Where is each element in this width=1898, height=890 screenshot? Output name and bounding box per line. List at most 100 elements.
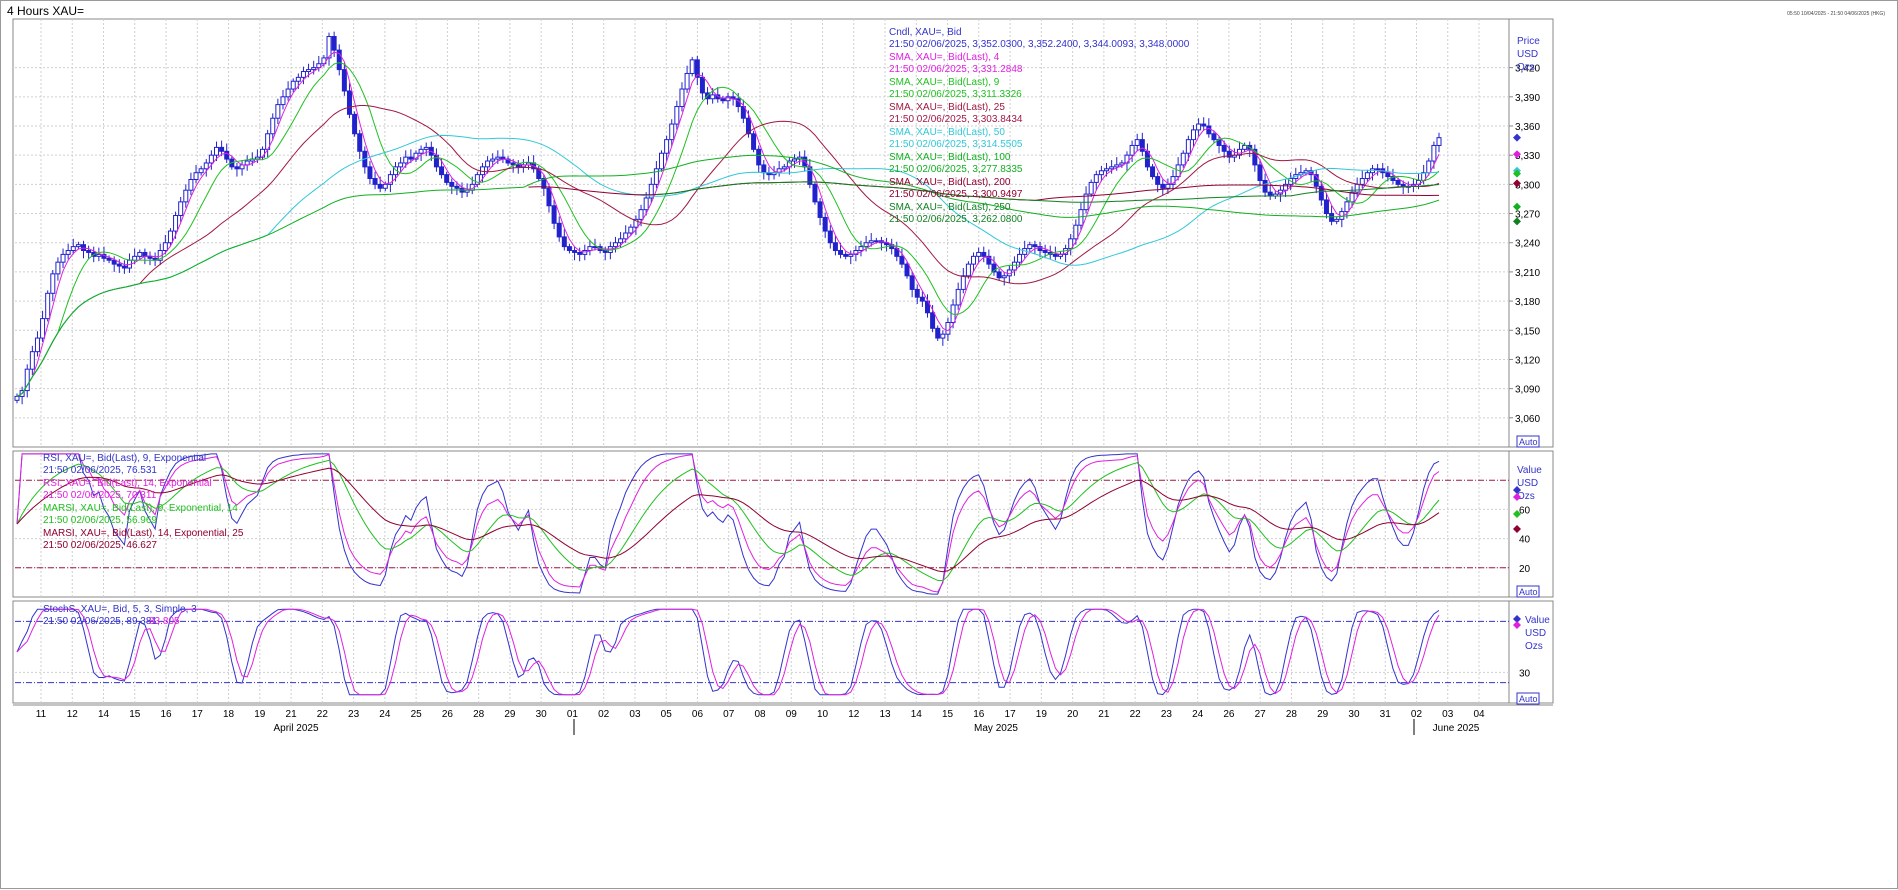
- x-tick-label: 10: [817, 709, 829, 720]
- candle-body: [1318, 185, 1324, 201]
- candle-body: [659, 152, 665, 170]
- stoch-y-tick-label: 30: [1519, 668, 1531, 679]
- candle-body: [132, 255, 138, 261]
- candle-body: [208, 154, 214, 164]
- legend-title: SMA, XAU=, Bid(Last), 100: [889, 152, 1011, 163]
- candle-body: [331, 36, 337, 51]
- candle-body: [710, 94, 716, 100]
- candle-body: [423, 146, 429, 150]
- rsi-marker: [1513, 493, 1521, 501]
- candle-body: [80, 244, 86, 252]
- x-tick-label: 17: [1005, 709, 1017, 720]
- candle-body: [1385, 172, 1391, 178]
- stoch-legend-value2: 83.805: [149, 616, 180, 627]
- price-axis-title: Ozs: [1517, 62, 1535, 73]
- sma-line-25: [16, 105, 1440, 397]
- x-tick-label: 19: [1036, 709, 1048, 720]
- x-tick-label: 16: [973, 709, 985, 720]
- candle-body: [1226, 150, 1232, 158]
- x-tick-label: 22: [1130, 709, 1142, 720]
- legend-value: 21:50 02/06/2025, 3,331.2848: [889, 64, 1023, 75]
- candle-body: [300, 71, 306, 78]
- candle-body: [756, 148, 762, 166]
- sma-line-4: [16, 51, 1440, 397]
- rsi-marker: [1513, 525, 1521, 533]
- stoch-legend-value: 21:50 02/06/2025, 89.381,: [43, 616, 160, 627]
- candle-body: [904, 263, 910, 277]
- candle-body: [745, 117, 751, 135]
- candle-body: [587, 246, 593, 252]
- candle-body: [1185, 139, 1191, 154]
- rsi-axis-title: Ozs: [1517, 491, 1535, 502]
- candle-body: [34, 337, 40, 353]
- x-tick-label: 04: [1473, 709, 1485, 720]
- stoch-marker: [1513, 621, 1521, 629]
- candle-body: [848, 253, 854, 257]
- rsi-legend-value: 21:50 02/06/2025, 70.311: [43, 490, 157, 501]
- legend-title: SMA, XAU=, Bid(Last), 250: [889, 202, 1011, 213]
- candle-body: [909, 275, 915, 290]
- price-marker: [1513, 179, 1521, 188]
- candle-body: [1257, 164, 1263, 181]
- x-tick-label: 14: [911, 709, 923, 720]
- x-tick-label: 29: [504, 709, 516, 720]
- candle-body: [822, 216, 828, 232]
- rsi-marker: [1513, 486, 1521, 494]
- candle-body: [203, 162, 209, 170]
- candle-body: [167, 230, 173, 244]
- candle-body: [1109, 166, 1115, 170]
- candle-body: [515, 164, 521, 168]
- candle-body: [873, 240, 879, 243]
- candle-body: [311, 67, 317, 71]
- legend-title: SMA, XAU=, Bid(Last), 200: [889, 177, 1011, 188]
- candle-body: [633, 218, 639, 228]
- candle-body: [280, 96, 286, 106]
- x-tick-label: 12: [67, 709, 79, 720]
- auto-button-stoch[interactable]: [1516, 692, 1540, 705]
- x-tick-label: 28: [1286, 709, 1298, 720]
- candle-body: [914, 288, 920, 298]
- candle-body: [55, 261, 61, 275]
- candle-body: [623, 232, 629, 240]
- rsi-axis-title: USD: [1517, 478, 1538, 489]
- candle-body: [270, 117, 276, 135]
- x-tick-label: 13: [879, 709, 891, 720]
- candle-body: [60, 253, 66, 263]
- x-tick-label: 18: [223, 709, 235, 720]
- candle-body: [981, 251, 987, 257]
- rsi-legend-title: RSI, XAU=, Bid(Last), 9, Exponential: [43, 453, 206, 464]
- auto-button-rsi[interactable]: [1516, 585, 1540, 598]
- x-tick-label: 09: [786, 709, 798, 720]
- legend-value: 21:50 02/06/2025, 3,262.0800: [889, 214, 1023, 225]
- stoch-d-line: [16, 608, 1440, 696]
- auto-button-price[interactable]: [1516, 435, 1540, 448]
- price-marker: [1513, 150, 1521, 159]
- candle-body: [70, 246, 76, 252]
- candle-body: [86, 250, 92, 253]
- rsi-legend-title: RSI, XAU=, Bid(Last), 14, Exponential: [43, 478, 212, 489]
- candle-body: [398, 162, 404, 168]
- candle-body: [1160, 183, 1166, 189]
- candle-body: [1211, 133, 1217, 141]
- rsi-axis-title: Value: [1517, 465, 1542, 476]
- x-tick-label: 23: [348, 709, 360, 720]
- candle-body: [945, 321, 951, 335]
- legend-title: SMA, XAU=, Bid(Last), 4: [889, 52, 1000, 63]
- candle-body: [1267, 191, 1273, 197]
- rsi-y-tick-label: 20: [1519, 564, 1531, 575]
- candle-body: [1242, 144, 1248, 150]
- x-tick-label: 17: [192, 709, 204, 720]
- x-tick-label: 26: [1223, 709, 1235, 720]
- candle-body: [996, 271, 1002, 279]
- candle-body: [213, 146, 219, 156]
- candle-body: [1364, 172, 1370, 180]
- x-tick-label: 12: [848, 709, 860, 720]
- x-tick-label: 25: [411, 709, 423, 720]
- candle-body: [638, 209, 644, 220]
- candle-body: [285, 88, 291, 98]
- x-tick-label: 15: [129, 709, 141, 720]
- candle-body: [495, 156, 501, 160]
- candle-body: [29, 351, 35, 370]
- stoch-axis-title: USD: [1525, 628, 1546, 639]
